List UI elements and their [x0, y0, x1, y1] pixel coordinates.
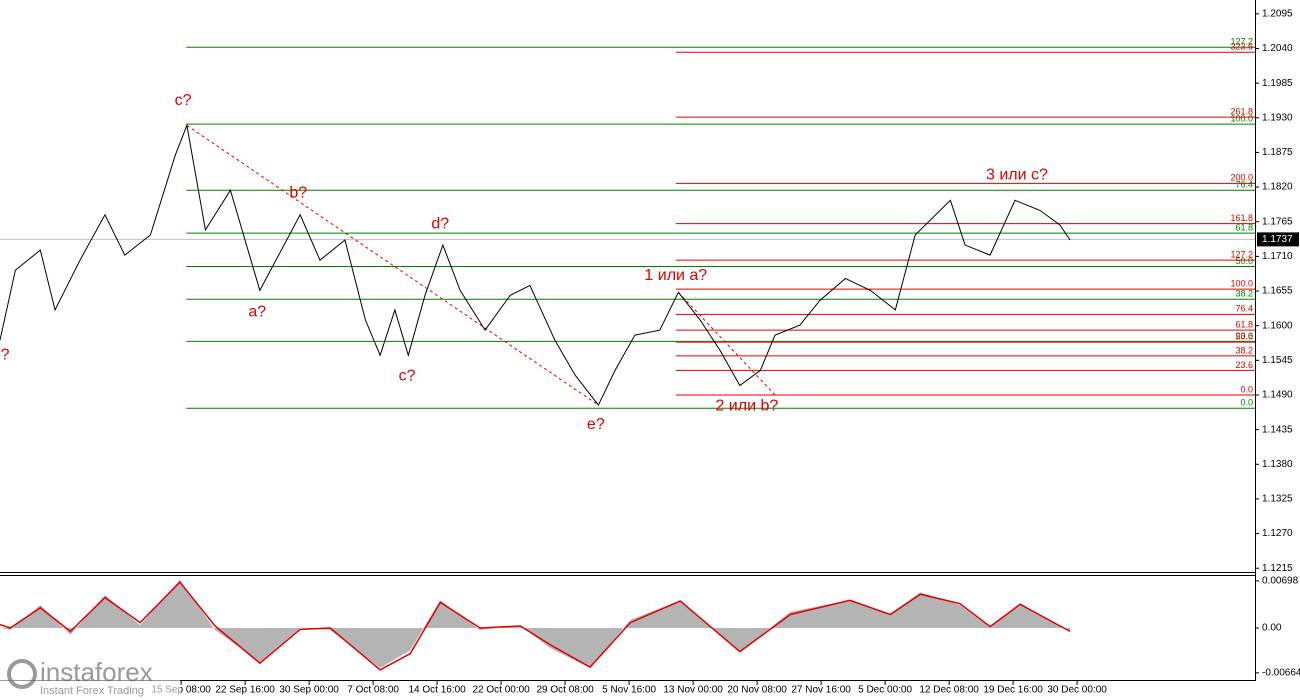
wave-label: 1 или a? [644, 267, 707, 284]
x-tick-label: 5 Dec 00:00 [858, 685, 912, 696]
fib-label: 127.2 [1230, 250, 1253, 260]
price-line [0, 123, 1071, 407]
fib-label: 0.0 [1240, 398, 1253, 408]
y-tick-label: 1.1765 [1262, 216, 1293, 227]
plot: 1.2095 1.2040 1.1985 1.1930 1.1875 1.1820 1.17… [0, 8, 1300, 696]
x-tick-label: 7 Oct 08:00 [347, 685, 399, 696]
fib-label: 50.0 [1235, 256, 1253, 266]
fib-label: 76.4 [1235, 180, 1253, 190]
y-tick-label: 1.1655 [1262, 286, 1293, 297]
x-tick-label: 13 Nov 00:00 [663, 685, 723, 696]
logo: instaforex Instant Forex Trading [0, 655, 180, 700]
fib-label: 76.4 [1235, 304, 1253, 314]
x-tick-label: 29 Oct 08:00 [536, 685, 594, 696]
fib-label: 61.8 [1235, 319, 1253, 329]
y-tick-label: 0.00 [1262, 623, 1282, 634]
fib-label: 61.8 [1235, 222, 1253, 232]
y-tick-label: -0.00664 [1262, 667, 1300, 678]
y-tick-label: 1.2040 [1262, 43, 1293, 54]
wave-label: ? [1, 347, 10, 364]
x-tick-label: 27 Nov 16:00 [791, 685, 851, 696]
y-tick-label: 1.1875 [1262, 147, 1293, 158]
fib-label: 23.6 [1235, 331, 1253, 341]
wave-label: b? [289, 185, 307, 202]
y-tick-label: 1.1435 [1262, 424, 1293, 435]
wave-label: d? [431, 215, 449, 232]
y-tick-label: 1.2095 [1262, 8, 1293, 19]
y-tick-label: 1.1545 [1262, 355, 1293, 366]
x-tick-label: 30 Sep 00:00 [279, 685, 339, 696]
y-tick-label: 1.1710 [1262, 251, 1293, 262]
y-tick-label: 1.1380 [1262, 459, 1293, 470]
fib-label: 100.0 [1230, 279, 1253, 289]
y-tick-label: 1.1325 [1262, 494, 1293, 505]
wave-label: c? [175, 92, 192, 109]
y-tick-label: 1.1270 [1262, 528, 1293, 539]
fib-label: 0.0 [1240, 384, 1253, 394]
wave-label: a? [248, 304, 266, 321]
y-tick-label: 1.1215 [1262, 563, 1293, 574]
x-tick-label: 14 Oct 16:00 [408, 685, 466, 696]
wave-label: c? [399, 367, 416, 384]
fib-label: 38.2 [1235, 289, 1253, 299]
x-tick-label: 19 Dec 16:00 [983, 685, 1043, 696]
trendline [186, 124, 599, 406]
x-tick-label: 12 Dec 08:00 [919, 685, 979, 696]
wave-label: 2 или b? [715, 398, 778, 415]
brand-tagline: Instant Forex Trading [40, 685, 144, 697]
x-tick-label: 22 Oct 00:00 [472, 685, 530, 696]
signal-line [0, 580, 1071, 671]
x-tick-label: 22 Sep 16:00 [215, 685, 275, 696]
wave-label: e? [587, 416, 605, 433]
y-tick-label: 1.1600 [1262, 320, 1293, 331]
fib-label: 23.6 [1235, 360, 1253, 370]
x-tick-label: 15 Sep 08:00 [151, 685, 211, 696]
y-tick-label: 1.1490 [1262, 390, 1293, 401]
y-tick-label: 1.1930 [1262, 112, 1293, 123]
brand-name: instaforex [40, 657, 153, 687]
fib-label: 161.8 [1230, 213, 1253, 223]
logo-icon [7, 659, 37, 689]
fib-label: 261.8 [1230, 107, 1253, 117]
fib-label: 50.0 [1235, 331, 1253, 341]
x-tick-label: 20 Nov 08:00 [727, 685, 787, 696]
y-tick-label: 1.1820 [1262, 182, 1293, 193]
fib-label: 323.6 [1230, 42, 1253, 52]
oscillator-area [0, 580, 1071, 668]
x-tick-label: 30 Dec 00:00 [1047, 685, 1107, 696]
y-tick-label: 0.00698 [1262, 576, 1299, 587]
fib-label: 200.0 [1230, 173, 1253, 183]
fib-label: 100.0 [1230, 113, 1253, 123]
x-tick-label: 5 Nov 16:00 [602, 685, 656, 696]
y-tick-label: 1.1985 [1262, 78, 1293, 89]
fib-label: 127.2 [1230, 37, 1253, 47]
wave-label: 3 или c? [986, 166, 1048, 183]
fib-label: 38.2 [1235, 345, 1253, 355]
last-price-label: 1.1737 [1262, 234, 1293, 245]
last-price-tag [1257, 232, 1299, 247]
